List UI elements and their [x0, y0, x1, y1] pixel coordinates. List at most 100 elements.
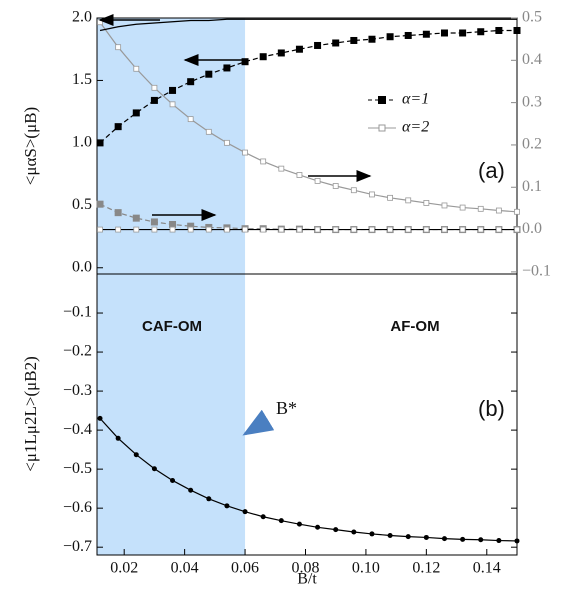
x-tick-label: 0.04 [171, 560, 199, 577]
point [496, 538, 502, 544]
point [459, 226, 466, 233]
y-axis-label: <μαS>(μB) [21, 107, 40, 185]
point [477, 226, 484, 233]
point [150, 218, 158, 226]
legend-label: α=1 [402, 91, 429, 108]
point [369, 191, 375, 198]
point [405, 197, 412, 204]
y-tick-label: −0.2 [63, 343, 92, 360]
y-tick-label: 2.0 [72, 9, 92, 26]
b-star-arrow [242, 409, 275, 436]
point [278, 226, 285, 233]
point [478, 537, 484, 543]
panel-label: (a) [478, 158, 505, 183]
shaded-region [97, 18, 246, 274]
point [133, 226, 140, 233]
point [477, 28, 485, 36]
point [460, 536, 466, 542]
point [150, 96, 158, 104]
point [296, 521, 302, 527]
point [459, 29, 467, 37]
y2-tick-label: 0.1 [522, 178, 542, 195]
x-tick-label: 0.06 [231, 560, 259, 577]
point [350, 36, 358, 44]
point [223, 64, 231, 72]
point [205, 128, 212, 135]
point [495, 226, 502, 233]
y-tick-label: 1.0 [72, 134, 92, 151]
y-tick-label: −0.6 [63, 499, 92, 516]
y2-tick-label: 0.5 [522, 9, 542, 26]
point [115, 435, 121, 441]
y-tick-label: 0.5 [72, 196, 92, 213]
point [114, 123, 122, 131]
panel-label: (b) [478, 396, 505, 421]
point [260, 514, 266, 520]
point [514, 208, 520, 215]
point [259, 53, 267, 61]
point [242, 149, 248, 156]
point [332, 226, 339, 233]
point [242, 509, 248, 515]
y-tick-label: −0.1 [63, 304, 92, 321]
y-tick-label: −0.4 [63, 421, 92, 438]
point [459, 204, 466, 211]
point [260, 158, 267, 165]
point [169, 220, 177, 228]
point [514, 538, 520, 544]
y2-tick-label: 0.0 [522, 220, 542, 237]
point [405, 534, 411, 540]
point [387, 532, 393, 538]
point [224, 226, 230, 233]
point [386, 33, 394, 41]
point [423, 226, 430, 233]
point [369, 531, 375, 537]
y2-tick-label: 0.2 [522, 136, 542, 153]
point [441, 536, 447, 542]
y-axis-label: <μ1Lμ2L>(μB2) [21, 356, 40, 471]
point [170, 477, 176, 483]
point [224, 139, 230, 146]
point [350, 187, 357, 194]
series-line [99, 21, 518, 213]
point [206, 496, 212, 502]
y-tick-label: −0.3 [63, 382, 92, 399]
point [314, 226, 321, 233]
point [133, 452, 139, 458]
point [440, 29, 448, 37]
point [495, 207, 502, 214]
point [314, 41, 322, 49]
point [205, 70, 213, 78]
y-tick-label: −0.5 [63, 460, 92, 477]
point [96, 139, 104, 147]
point [423, 534, 429, 540]
point [295, 45, 303, 53]
point [332, 39, 340, 47]
point [477, 205, 484, 212]
y2-tick-label: 0.3 [522, 93, 542, 110]
point [441, 226, 448, 233]
point [368, 35, 376, 43]
region-label: AF-OM [390, 318, 439, 335]
point [242, 226, 248, 233]
y2-tick-label: −0.1 [522, 263, 551, 280]
point [132, 109, 140, 117]
x-tick-label: 0.08 [291, 560, 319, 577]
point [296, 226, 303, 233]
point [333, 527, 339, 533]
point [278, 165, 285, 172]
y-tick-label: 1.5 [72, 71, 92, 88]
point [314, 178, 321, 184]
point [205, 226, 212, 233]
x-tick-label: 0.10 [352, 560, 380, 577]
legend: α=1 α=2 [368, 91, 429, 136]
point [188, 487, 194, 493]
series-line [99, 417, 518, 542]
point [97, 415, 103, 421]
point [495, 26, 503, 34]
point [115, 44, 122, 51]
point [387, 226, 393, 233]
point [277, 49, 285, 57]
point [350, 226, 357, 233]
